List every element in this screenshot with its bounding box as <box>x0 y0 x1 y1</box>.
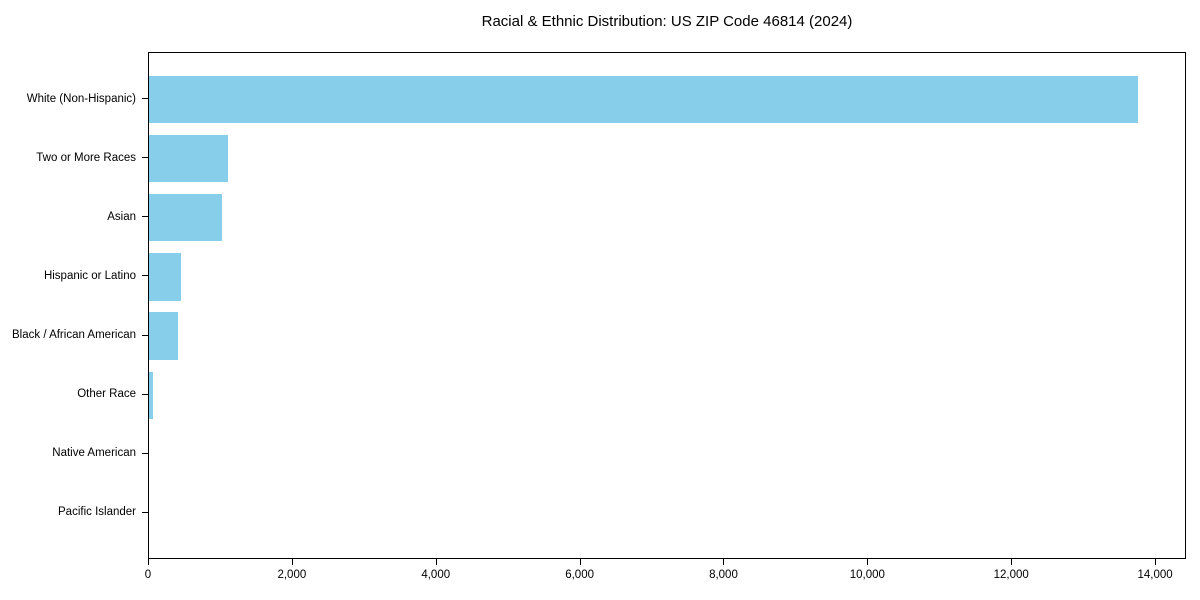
x-tick-label: 4,000 <box>421 569 451 581</box>
x-tick-label: 2,000 <box>277 569 307 581</box>
y-tick-label: Pacific Islander <box>58 506 136 519</box>
y-tick-mark <box>142 275 148 277</box>
y-tick-mark <box>142 393 148 395</box>
y-tick-label: Two or More Races <box>36 151 136 164</box>
y-tick-label: Hispanic or Latino <box>43 269 136 282</box>
y-tick-label: Native American <box>52 447 136 460</box>
y-tick-label: Black / African American <box>12 329 136 342</box>
x-tick-label: 6,000 <box>565 569 594 581</box>
x-tick-mark <box>867 559 869 565</box>
bar-hispanic-or-latino <box>149 253 182 301</box>
y-tick-label: White (Non-Hispanic) <box>26 92 136 105</box>
plot-area <box>148 52 1186 559</box>
x-tick-mark <box>1155 559 1157 565</box>
x-tick-mark <box>435 559 437 565</box>
x-tick-label: 10,000 <box>849 569 885 581</box>
x-tick-label: 0 <box>144 569 152 581</box>
bar-white-non-hispanic <box>149 76 1139 124</box>
bar-other-race <box>149 371 154 419</box>
y-tick-label: Asian <box>107 210 136 223</box>
chart-title: Racial & Ethnic Distribution: US ZIP Cod… <box>481 13 853 30</box>
y-tick-mark <box>142 216 148 218</box>
y-tick-mark <box>142 98 148 100</box>
x-tick-label: 8,000 <box>709 569 738 581</box>
y-tick-mark <box>142 157 148 159</box>
bar-two-or-more-races <box>149 135 229 183</box>
x-tick-mark <box>148 559 149 565</box>
x-tick-label: 12,000 <box>993 569 1029 581</box>
x-tick-label: 14,000 <box>1137 569 1173 581</box>
y-tick-mark <box>142 452 148 454</box>
x-tick-mark <box>723 559 725 565</box>
y-tick-label: Other Race <box>77 388 136 401</box>
bar-asian <box>149 194 223 242</box>
y-tick-mark <box>142 334 148 336</box>
bar-black-african-american <box>149 312 178 360</box>
y-tick-mark <box>142 511 148 513</box>
x-tick-mark <box>291 559 293 565</box>
x-tick-mark <box>579 559 581 565</box>
x-tick-mark <box>1011 559 1013 565</box>
